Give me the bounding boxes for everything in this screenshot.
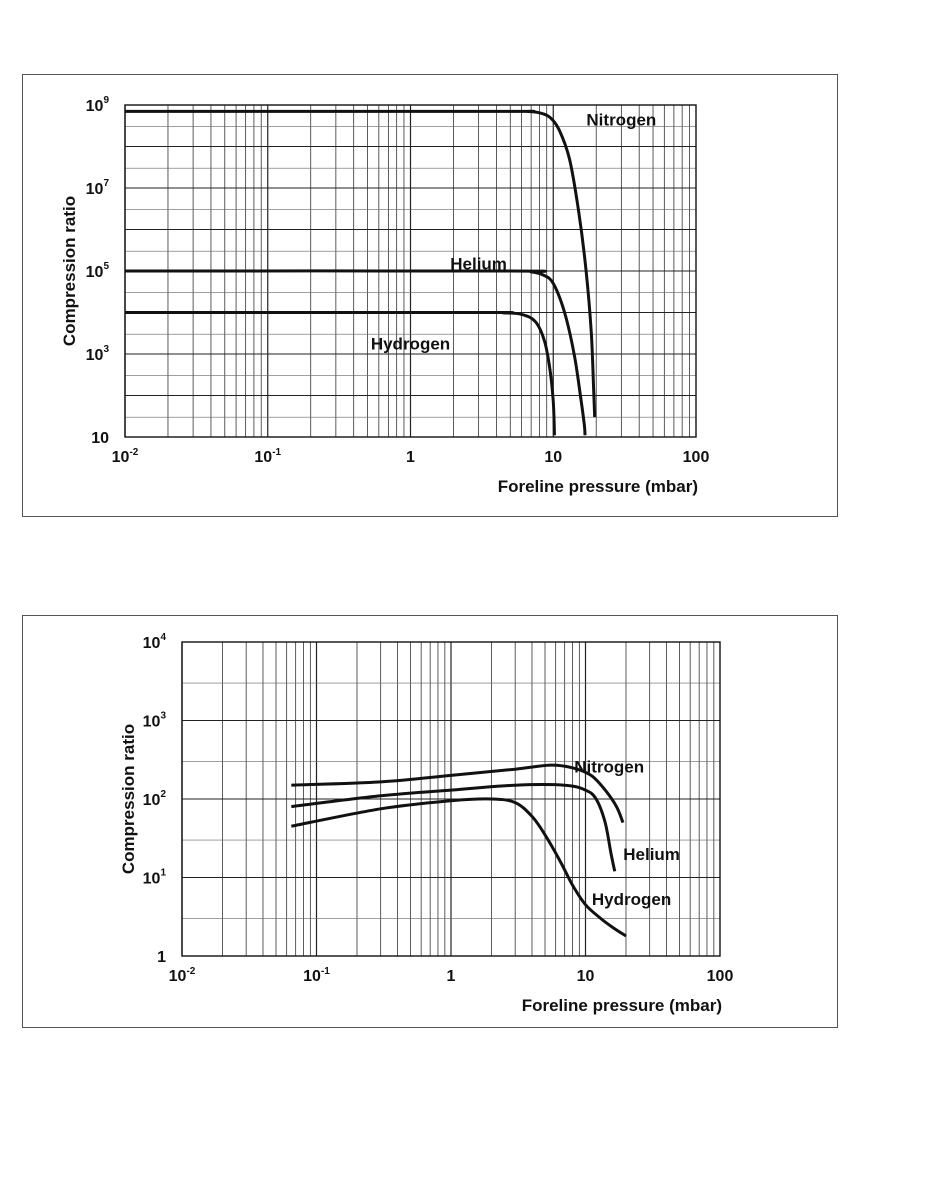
- x-tick-base: 1: [406, 449, 415, 466]
- chart-panel-top: 10-2 10-1 1 10 100 10 103 105 107 109 Foreline pre…: [22, 74, 838, 517]
- x-tick-label: 1: [447, 968, 456, 985]
- chart-panel-bottom: 10-2 10-1 1 10 100 1 101 102 103 104 Foreline pres…: [22, 615, 838, 1028]
- y-tick-label: 104: [143, 632, 167, 652]
- series-line-hydrogen: [124, 310, 556, 436]
- y-tick-exponent: 7: [103, 178, 109, 189]
- series-label-hydrogen: Hydrogen: [592, 890, 671, 909]
- x-tick-base: 10: [577, 968, 595, 985]
- y-tick-base: 10: [91, 430, 109, 447]
- x-tick-label: 10-2: [112, 447, 139, 466]
- x-tick-base: 10: [169, 968, 187, 985]
- y-tick-label: 102: [143, 789, 167, 809]
- y-tick-base: 10: [143, 792, 161, 809]
- series-line-helium: [124, 269, 587, 436]
- y-tick-base: 10: [143, 714, 161, 731]
- series-label-nitrogen: Nitrogen: [586, 110, 656, 129]
- x-tick-exponent: -2: [129, 447, 138, 458]
- x-tick-label: 100: [707, 968, 734, 985]
- y-tick-label: 103: [86, 344, 110, 364]
- y-tick-exponent: 5: [103, 261, 109, 272]
- x-axis-title: Foreline pressure (mbar): [498, 477, 698, 496]
- y-tick-exponent: 3: [160, 711, 166, 722]
- x-tick-base: 100: [683, 449, 710, 466]
- y-tick-label: 107: [86, 178, 110, 198]
- series-line-nitrogen: [291, 763, 625, 824]
- x-axis-title: Foreline pressure (mbar): [522, 996, 722, 1015]
- series-line-helium: [291, 783, 617, 872]
- y-tick-label: 109: [86, 95, 110, 115]
- y-tick-exponent: 2: [160, 789, 166, 800]
- y-tick-exponent: 1: [160, 868, 166, 879]
- y-tick-label: 1: [157, 949, 166, 966]
- y-tick-exponent: 3: [103, 344, 109, 355]
- x-tick-label: 100: [683, 449, 710, 466]
- x-tick-label: 10: [544, 449, 562, 466]
- y-tick-label: 101: [143, 868, 167, 888]
- y-tick-base: 10: [86, 264, 104, 281]
- y-tick-base: 10: [86, 347, 104, 364]
- y-tick-exponent: 4: [160, 632, 166, 643]
- y-tick-base: 1: [157, 949, 166, 966]
- series-line-hydrogen: [291, 797, 627, 938]
- y-tick-label: 105: [86, 261, 110, 281]
- series-line-nitrogen: [124, 109, 597, 418]
- x-tick-label: 10-1: [303, 966, 330, 985]
- plot-frame: [181, 641, 721, 957]
- x-tick-label: 1: [406, 449, 415, 466]
- x-tick-base: 10: [544, 449, 562, 466]
- x-tick-base: 100: [707, 968, 734, 985]
- x-tick-label: 10: [577, 968, 595, 985]
- y-tick-exponent: 9: [103, 95, 109, 106]
- y-tick-base: 10: [143, 871, 161, 888]
- x-tick-base: 10: [254, 449, 272, 466]
- series-label-helium: Helium: [623, 845, 680, 864]
- x-tick-exponent: -1: [321, 966, 330, 977]
- y-tick-label: 103: [143, 711, 167, 731]
- y-tick-base: 10: [143, 635, 161, 652]
- series-label-helium: Helium: [450, 255, 507, 274]
- y-tick-base: 10: [86, 98, 104, 115]
- x-tick-label: 10-1: [254, 447, 281, 466]
- series-label-nitrogen: Nitrogen: [574, 757, 644, 776]
- y-tick-base: 10: [86, 181, 104, 198]
- x-tick-base: 10: [112, 449, 130, 466]
- x-tick-exponent: -1: [272, 447, 281, 458]
- x-tick-base: 10: [303, 968, 321, 985]
- series-label-hydrogen: Hydrogen: [371, 334, 450, 353]
- x-tick-base: 1: [447, 968, 456, 985]
- y-axis-title: Compression ratio: [60, 196, 79, 346]
- y-axis-title: Compression ratio: [119, 724, 138, 874]
- y-tick-label: 10: [91, 430, 109, 447]
- x-tick-label: 10-2: [169, 966, 196, 985]
- x-tick-exponent: -2: [186, 966, 195, 977]
